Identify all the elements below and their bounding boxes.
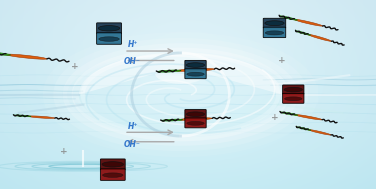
Text: OH⁻: OH⁻ bbox=[124, 57, 141, 66]
Polygon shape bbox=[79, 53, 282, 94]
FancyBboxPatch shape bbox=[185, 110, 206, 119]
Ellipse shape bbox=[296, 31, 311, 35]
Ellipse shape bbox=[6, 54, 47, 59]
Text: +: + bbox=[271, 113, 278, 122]
Ellipse shape bbox=[294, 115, 322, 120]
FancyBboxPatch shape bbox=[97, 33, 121, 44]
Ellipse shape bbox=[186, 63, 205, 67]
Text: +: + bbox=[71, 62, 79, 71]
Ellipse shape bbox=[177, 68, 214, 71]
FancyBboxPatch shape bbox=[97, 23, 121, 33]
Ellipse shape bbox=[187, 72, 204, 76]
Text: H⁺: H⁺ bbox=[128, 122, 138, 131]
Ellipse shape bbox=[265, 31, 284, 35]
Ellipse shape bbox=[284, 87, 302, 92]
Ellipse shape bbox=[158, 70, 181, 72]
Text: +: + bbox=[278, 56, 286, 65]
FancyBboxPatch shape bbox=[185, 69, 206, 79]
Ellipse shape bbox=[280, 112, 298, 115]
Text: H⁺: H⁺ bbox=[128, 40, 138, 49]
FancyBboxPatch shape bbox=[283, 85, 304, 94]
Ellipse shape bbox=[265, 21, 284, 26]
Ellipse shape bbox=[179, 118, 212, 120]
FancyBboxPatch shape bbox=[185, 118, 206, 128]
FancyBboxPatch shape bbox=[263, 27, 286, 38]
Ellipse shape bbox=[99, 37, 119, 41]
Ellipse shape bbox=[279, 16, 297, 20]
FancyBboxPatch shape bbox=[100, 159, 125, 170]
Ellipse shape bbox=[14, 115, 31, 117]
FancyBboxPatch shape bbox=[263, 18, 286, 28]
Ellipse shape bbox=[162, 119, 183, 121]
FancyBboxPatch shape bbox=[100, 169, 125, 180]
FancyBboxPatch shape bbox=[283, 93, 304, 103]
Text: OH⁻: OH⁻ bbox=[124, 140, 141, 149]
Ellipse shape bbox=[285, 97, 302, 101]
Ellipse shape bbox=[98, 26, 120, 31]
Ellipse shape bbox=[308, 34, 332, 41]
Ellipse shape bbox=[0, 52, 11, 55]
Ellipse shape bbox=[308, 129, 331, 135]
Ellipse shape bbox=[102, 162, 124, 167]
Ellipse shape bbox=[296, 127, 311, 130]
Ellipse shape bbox=[103, 173, 123, 177]
Ellipse shape bbox=[186, 112, 205, 116]
Text: +: + bbox=[60, 147, 68, 156]
Ellipse shape bbox=[294, 19, 323, 26]
Ellipse shape bbox=[187, 122, 204, 125]
Ellipse shape bbox=[28, 116, 55, 119]
FancyBboxPatch shape bbox=[185, 60, 206, 70]
Polygon shape bbox=[79, 94, 282, 136]
